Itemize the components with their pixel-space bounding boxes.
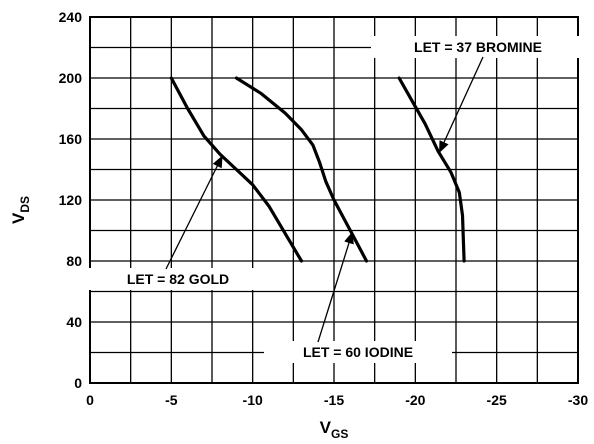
annotations: LET = 82 GOLD LET = 60 IODINE LET = 37 BRO…	[84, 36, 585, 363]
annotation-arrow	[438, 56, 484, 154]
x-axis-label-main: V	[320, 418, 332, 437]
x-tick-label: 0	[86, 392, 94, 408]
annotation-label: LET = 37 BROMINE	[414, 39, 542, 55]
x-axis-label: VGS	[320, 418, 349, 441]
annotation-box	[371, 36, 585, 58]
annotation-label: LET = 82 GOLD	[127, 271, 229, 287]
annotation-box	[84, 268, 272, 290]
x-tick-label: -10	[243, 392, 263, 408]
y-tick-label: 120	[59, 192, 83, 208]
y-tick-label: 0	[74, 375, 82, 391]
x-axis-label-sub: GS	[331, 427, 348, 441]
series-line	[169, 76, 304, 263]
y-axis-label-main: V	[9, 212, 28, 224]
tick-labels: 0 -5 -10 -15 -20 -25 -30 0 40 80 120 160 200 240	[59, 9, 589, 408]
series-lines	[169, 76, 466, 263]
x-tick-label: -15	[324, 392, 344, 408]
series-line	[397, 76, 466, 263]
x-tick-label: -25	[487, 392, 507, 408]
y-tick-label: 240	[59, 9, 83, 25]
x-tick-label: -20	[405, 392, 425, 408]
x-tick-label: -5	[165, 392, 178, 408]
y-tick-label: 200	[59, 70, 83, 86]
series-line	[234, 76, 369, 263]
plot-frame	[89, 16, 579, 384]
y-tick-label: 40	[66, 314, 82, 330]
annotation-arrow	[165, 155, 223, 270]
y-tick-label: 80	[66, 253, 82, 269]
y-axis-label: VDS	[9, 196, 32, 224]
annotation-label: LET = 60 IODINE	[303, 344, 413, 360]
y-tick-label: 160	[59, 131, 83, 147]
y-axis-label-sub: DS	[18, 196, 32, 213]
x-tick-label: -30	[568, 392, 588, 408]
annotation-box	[264, 341, 452, 363]
annotation-arrow	[317, 231, 354, 343]
